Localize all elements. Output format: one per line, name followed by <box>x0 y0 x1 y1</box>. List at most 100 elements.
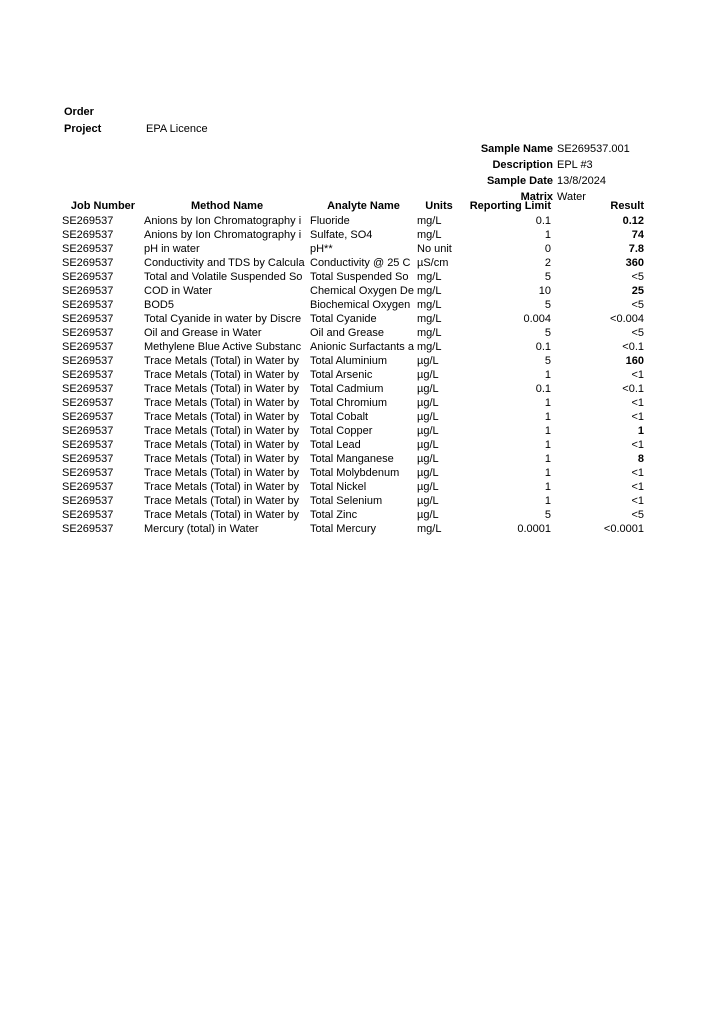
description-row: Description EPL #3 <box>0 157 724 173</box>
analyte-name-cell: Total Cyanide <box>310 313 377 325</box>
analyte-name-cell: Anionic Surfactants a <box>310 341 414 353</box>
reporting-limit-cell: 1 <box>544 453 551 465</box>
analyte-name-cell: Total Molybdenum <box>310 467 400 479</box>
analyte-name-cell: Oil and Grease <box>310 327 384 339</box>
units-cell: µg/L <box>417 369 439 381</box>
analyte-name-cell: Total Chromium <box>310 397 388 409</box>
reporting-limit-cell: 5 <box>544 271 551 283</box>
column-header-method-name: Method Name <box>190 200 264 212</box>
job-number-cell: SE269537 <box>62 495 114 507</box>
job-number-cell: SE269537 <box>62 215 114 227</box>
method-name-cell: Conductivity and TDS by Calcula <box>144 257 305 269</box>
reporting-limit-cell: 0.1 <box>535 341 551 353</box>
job-number-cell: SE269537 <box>62 397 114 409</box>
analyte-name-cell: Total Selenium <box>310 495 383 507</box>
units-cell: µg/L <box>417 481 439 493</box>
reporting-limit-cell: 2 <box>544 257 551 269</box>
sample-date-label: Sample Date <box>486 175 553 187</box>
table-row: SE269537 Anions by Ion Chromatography i Fl… <box>62 214 644 228</box>
result-cell: <5 <box>631 271 644 283</box>
table-row: SE269537 Anions by Ion Chromatography i Su… <box>62 228 644 242</box>
table-row: SE269537 Trace Metals (Total) in Water by… <box>62 494 644 508</box>
analyte-name-cell: Total Nickel <box>310 481 367 493</box>
sample-date-row: Sample Date 13/8/2024 <box>0 173 724 189</box>
job-number-cell: SE269537 <box>62 327 114 339</box>
table-row: SE269537 Total Cyanide in water by Discre… <box>62 312 644 326</box>
units-cell: mg/L <box>417 299 442 311</box>
job-number-cell: SE269537 <box>62 481 114 493</box>
analyte-name-cell: Total Suspended So <box>310 271 409 283</box>
table-row: SE269537 pH in water pH** No unit 0 7.8 <box>62 242 644 256</box>
analyte-name-cell: Biochemical Oxygen <box>310 299 411 311</box>
result-cell: <5 <box>631 327 644 339</box>
result-cell: <0.0001 <box>603 523 644 535</box>
units-cell: µg/L <box>417 425 439 437</box>
analyte-name-cell: Total Lead <box>310 439 361 451</box>
job-number-cell: SE269537 <box>62 299 114 311</box>
units-cell: No unit <box>417 243 452 255</box>
table-row: SE269537 Trace Metals (Total) in Water by… <box>62 368 644 382</box>
reporting-limit-cell: 5 <box>544 509 551 521</box>
method-name-cell: Trace Metals (Total) in Water by <box>144 369 300 381</box>
units-cell: mg/L <box>417 341 442 353</box>
units-cell: mg/L <box>417 215 442 227</box>
sample-name-value: SE269537.001 <box>557 143 630 155</box>
column-header-units: Units <box>425 200 453 212</box>
method-name-cell: Trace Metals (Total) in Water by <box>144 383 300 395</box>
order-label: Order <box>64 106 94 118</box>
reporting-limit-cell: 5 <box>544 327 551 339</box>
job-number-cell: SE269537 <box>62 369 114 381</box>
analyte-name-cell: Sulfate, SO4 <box>310 229 373 241</box>
job-number-cell: SE269537 <box>62 271 114 283</box>
reporting-limit-cell: 1 <box>544 425 551 437</box>
job-number-cell: SE269537 <box>62 229 114 241</box>
units-cell: µg/L <box>417 355 439 367</box>
table-row: SE269537 Total and Volatile Suspended So T… <box>62 270 644 284</box>
method-name-cell: Total Cyanide in water by Discre <box>144 313 302 325</box>
analyte-name-cell: pH** <box>310 243 333 255</box>
analyte-name-cell: Total Aluminium <box>310 355 388 367</box>
result-cell: 74 <box>631 229 644 241</box>
units-cell: µg/L <box>417 453 439 465</box>
result-cell: <0.004 <box>610 313 644 325</box>
units-cell: µg/L <box>417 411 439 423</box>
reporting-limit-cell: 5 <box>544 299 551 311</box>
result-cell: 1 <box>637 425 644 437</box>
table-row: SE269537 Trace Metals (Total) in Water by… <box>62 438 644 452</box>
reporting-limit-cell: 1 <box>544 495 551 507</box>
reporting-limit-cell: 0 <box>544 243 551 255</box>
table-row: SE269537 Trace Metals (Total) in Water by… <box>62 354 644 368</box>
reporting-limit-cell: 10 <box>538 285 551 297</box>
sample-name-row: Sample Name SE269537.001 <box>0 141 724 157</box>
result-cell: <1 <box>631 411 644 423</box>
units-cell: mg/L <box>417 285 442 297</box>
job-number-cell: SE269537 <box>62 523 114 535</box>
method-name-cell: pH in water <box>144 243 200 255</box>
reporting-limit-cell: 0.004 <box>523 313 551 325</box>
results-table-body: SE269537 Anions by Ion Chromatography i Fl… <box>62 214 644 536</box>
job-number-cell: SE269537 <box>62 453 114 465</box>
column-header-result: Result <box>610 200 644 212</box>
method-name-cell: Trace Metals (Total) in Water by <box>144 453 300 465</box>
table-row: SE269537 Trace Metals (Total) in Water by… <box>62 382 644 396</box>
job-number-cell: SE269537 <box>62 383 114 395</box>
result-cell: 160 <box>625 355 644 367</box>
table-row: SE269537 BOD5 Biochemical Oxygen mg/L 5 <5 <box>62 298 644 312</box>
method-name-cell: Trace Metals (Total) in Water by <box>144 425 300 437</box>
result-cell: <1 <box>631 481 644 493</box>
units-cell: µg/L <box>417 495 439 507</box>
project-value: EPA Licence <box>146 123 208 135</box>
table-row: SE269537 Trace Metals (Total) in Water by… <box>62 508 644 522</box>
table-header-row: Job Number Method Name Analyte Name Unit… <box>62 198 644 214</box>
analyte-name-cell: Total Cobalt <box>310 411 369 423</box>
method-name-cell: Trace Metals (Total) in Water by <box>144 509 300 521</box>
method-name-cell: Trace Metals (Total) in Water by <box>144 355 300 367</box>
reporting-limit-cell: 1 <box>544 397 551 409</box>
result-cell: <1 <box>631 369 644 381</box>
method-name-cell: Trace Metals (Total) in Water by <box>144 467 300 479</box>
table-row: SE269537 Trace Metals (Total) in Water by… <box>62 466 644 480</box>
column-header-reporting-limit: Reporting Limit <box>469 200 551 212</box>
result-cell: 360 <box>625 257 644 269</box>
analyte-name-cell: Total Cadmium <box>310 383 384 395</box>
